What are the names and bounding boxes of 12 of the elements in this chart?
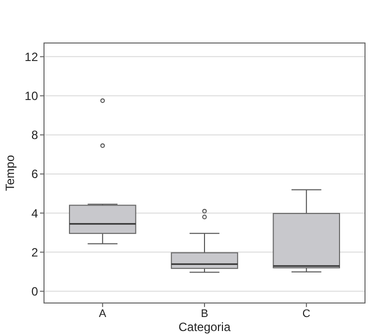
- y-tick-label: 8: [31, 128, 38, 142]
- y-tick-label: 2: [31, 245, 38, 260]
- y-tick-label: 10: [24, 88, 38, 103]
- x-tick-label: C: [302, 308, 310, 320]
- x-axis-title: Categoria: [178, 320, 231, 334]
- y-tick-label: 4: [31, 206, 38, 220]
- y-tick-label: 0: [31, 284, 38, 298]
- y-tick-label: 12: [24, 50, 38, 64]
- x-tick-label: B: [200, 308, 208, 320]
- y-axis-title: Tempo: [3, 154, 17, 192]
- y-tick-label: 6: [31, 167, 38, 182]
- x-tick-label: A: [98, 308, 107, 320]
